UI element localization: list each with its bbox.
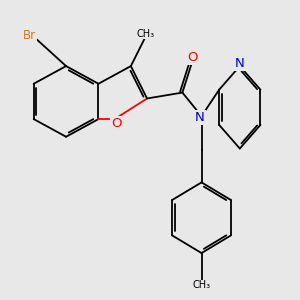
Text: O: O [111, 117, 122, 130]
Text: N: N [235, 57, 245, 70]
Text: CH₃: CH₃ [193, 280, 211, 290]
Text: N: N [195, 111, 205, 124]
Text: CH₃: CH₃ [136, 29, 154, 39]
Text: O: O [188, 51, 198, 64]
Text: Br: Br [23, 29, 36, 42]
